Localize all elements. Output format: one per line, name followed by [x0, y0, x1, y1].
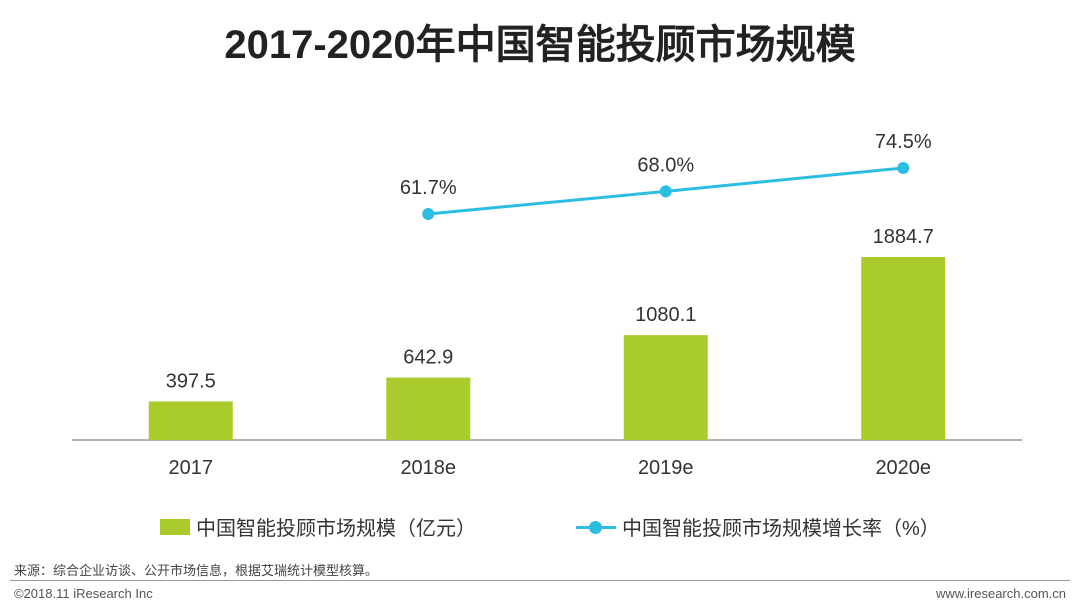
x-tick-label: 2017	[169, 457, 214, 479]
copyright: ©2018.11 iResearch Inc	[14, 586, 153, 601]
legend-bar-label: 中国智能投顾市场规模（亿元）	[196, 518, 476, 540]
footer-divider	[10, 580, 1070, 581]
bar-value-label: 1080.1	[635, 304, 696, 326]
bar-2019e	[623, 335, 708, 440]
x-tick-label: 2018e	[400, 457, 456, 479]
bar-value-label: 642.9	[403, 347, 453, 369]
source-note: 来源：综合企业访谈、公开市场信息，根据艾瑞统计模型核算。	[14, 563, 379, 578]
bar-2018e	[386, 377, 471, 440]
growth-rate-label: 74.5%	[875, 131, 932, 153]
growth-rate-point	[659, 185, 672, 198]
legend-item-line: 中国智能投顾市场规模增长率（%）	[576, 512, 940, 541]
bar-value-label: 397.5	[166, 370, 216, 392]
legend-bar-swatch	[160, 518, 190, 535]
x-tick-label: 2020e	[875, 457, 931, 479]
bar-2017	[148, 401, 233, 440]
legend-item-bar: 中国智能投顾市场规模（亿元）	[160, 512, 476, 541]
legend-line-label: 中国智能投顾市场规模增长率（%）	[622, 518, 940, 540]
legend: 中国智能投顾市场规模（亿元） 中国智能投顾市场规模增长率（%）	[0, 512, 1080, 542]
growth-rate-point	[422, 208, 435, 220]
bar-value-label: 1884.7	[873, 226, 934, 248]
website-link[interactable]: www.iresearch.com.cn	[935, 586, 1066, 601]
x-tick-label: 2019e	[638, 457, 694, 479]
legend-line-swatch	[576, 519, 616, 535]
chart-title: 2017-2020年中国智能投顾市场规模	[224, 23, 856, 67]
growth-rate-label: 61.7%	[400, 177, 457, 199]
bar-2020e	[861, 257, 946, 440]
growth-rate-label: 68.0%	[637, 154, 694, 176]
growth-rate-point	[897, 162, 910, 174]
